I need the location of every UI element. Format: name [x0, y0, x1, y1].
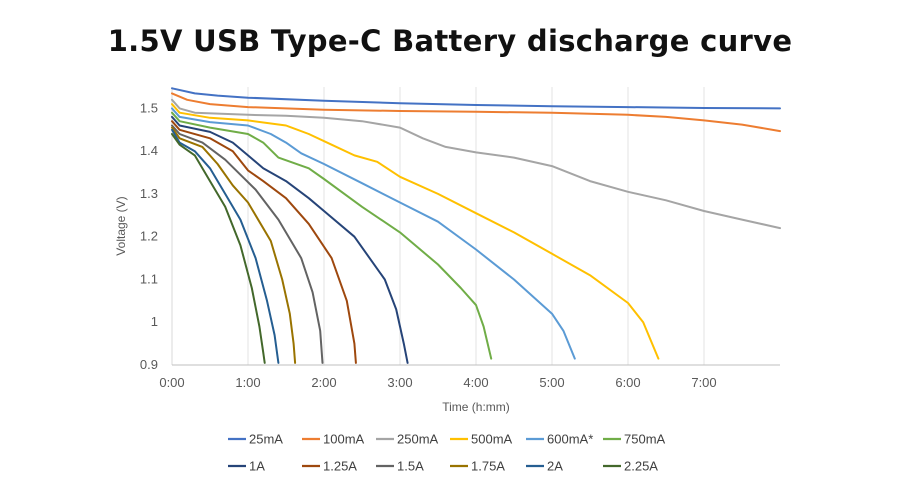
chart-title: 1.5V USB Type-C Battery discharge curve — [107, 24, 793, 58]
series-line — [171, 87, 781, 110]
series-line — [171, 107, 576, 360]
x-tick-label: 3:00 — [387, 375, 412, 390]
y-tick-label: 1 — [151, 314, 158, 329]
y-tick-label: 1.5 — [140, 100, 158, 115]
x-tick-label: 4:00 — [463, 375, 488, 390]
x-axis-label: Time (h:mm) — [442, 400, 510, 414]
legend-label: 750mA — [624, 432, 666, 447]
y-tick-label: 1.3 — [140, 186, 158, 201]
legend-label: 25mA — [249, 432, 283, 447]
legend-label: 1.5A — [397, 459, 424, 474]
series-line — [171, 133, 266, 364]
legend-label: 500mA — [471, 432, 513, 447]
x-tick-label: 1:00 — [235, 375, 260, 390]
legend-label: 2A — [547, 459, 563, 474]
series-line — [171, 124, 324, 364]
series-line — [171, 103, 660, 360]
series-line — [171, 128, 280, 364]
x-tick-label: 7:00 — [691, 375, 716, 390]
legend-label: 100mA — [323, 432, 365, 447]
legend-label: 600mA* — [547, 432, 593, 447]
series-line — [171, 98, 781, 230]
legend-label: 2.25A — [624, 459, 658, 474]
series-line — [171, 111, 493, 360]
x-tick-label: 5:00 — [539, 375, 564, 390]
legend-label: 1.75A — [471, 459, 505, 474]
x-tick-label: 2:00 — [311, 375, 336, 390]
series-line — [171, 126, 297, 364]
legend-label: 250mA — [397, 432, 439, 447]
x-tick-label: 0:00 — [159, 375, 184, 390]
y-axis-label: Voltage (V) — [114, 196, 128, 255]
series-line — [171, 92, 781, 133]
series-line — [171, 115, 409, 364]
legend-label: 1.25A — [323, 459, 357, 474]
x-tick-label: 6:00 — [615, 375, 640, 390]
legend-label: 1A — [249, 459, 265, 474]
y-tick-label: 1.4 — [140, 143, 158, 158]
y-tick-label: 1.2 — [140, 229, 158, 244]
y-tick-label: 0.9 — [140, 357, 158, 372]
series-line — [171, 120, 357, 364]
y-tick-label: 1.1 — [140, 271, 158, 286]
